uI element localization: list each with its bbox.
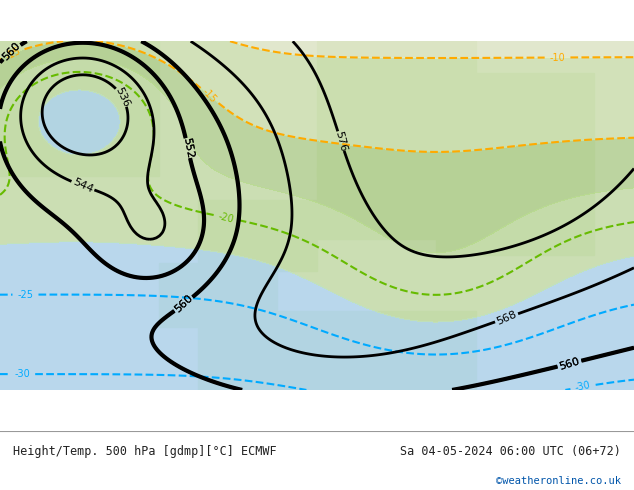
Text: 576: 576 — [333, 130, 349, 152]
Text: 568: 568 — [495, 309, 518, 327]
Polygon shape — [436, 73, 595, 255]
Text: 560: 560 — [1, 41, 22, 63]
Text: -25: -25 — [18, 290, 34, 299]
Text: -10: -10 — [550, 52, 566, 63]
Polygon shape — [0, 41, 158, 176]
Text: 552: 552 — [181, 137, 195, 159]
Text: Sa 04-05-2024 06:00 UTC (06+72): Sa 04-05-2024 06:00 UTC (06+72) — [401, 445, 621, 458]
Text: 560: 560 — [172, 294, 195, 315]
Text: -15: -15 — [200, 86, 219, 105]
Text: Height/Temp. 500 hPa [gdmp][°C] ECMWF: Height/Temp. 500 hPa [gdmp][°C] ECMWF — [13, 445, 276, 458]
Text: 552: 552 — [181, 137, 195, 159]
Text: 560: 560 — [172, 294, 195, 315]
Polygon shape — [0, 41, 634, 390]
Text: 536: 536 — [113, 86, 131, 109]
Text: -20: -20 — [217, 211, 235, 224]
Polygon shape — [317, 168, 436, 240]
Text: 560: 560 — [1, 41, 22, 63]
Text: 560: 560 — [558, 356, 581, 371]
Text: -30: -30 — [15, 369, 30, 379]
Text: 544: 544 — [71, 177, 94, 195]
Polygon shape — [158, 263, 278, 326]
Text: ©weatheronline.co.uk: ©weatheronline.co.uk — [496, 476, 621, 486]
Text: 560: 560 — [558, 356, 581, 371]
Polygon shape — [198, 200, 317, 271]
Text: -15: -15 — [3, 46, 22, 62]
Text: -30: -30 — [574, 380, 592, 393]
Polygon shape — [317, 41, 476, 176]
Polygon shape — [198, 311, 476, 390]
